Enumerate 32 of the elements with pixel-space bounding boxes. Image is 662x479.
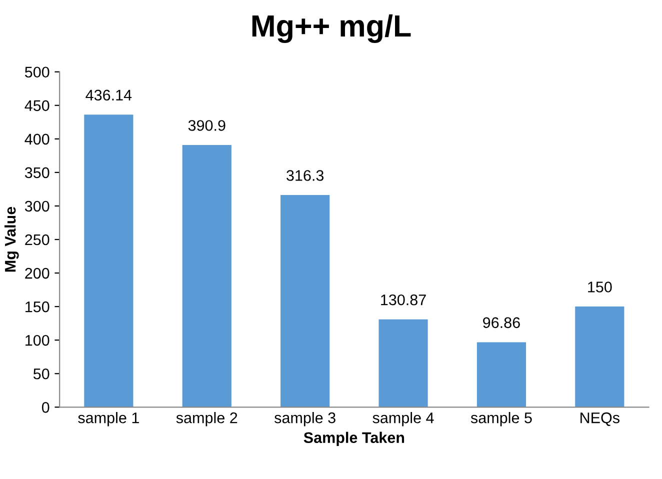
y-tick-label: 500 [24,66,50,78]
y-axis-title: Mg Value [4,206,19,272]
data-label: 316.3 [286,170,324,181]
x-tick-label: NEQs [580,412,620,426]
y-tick-label: 400 [24,134,50,145]
y-tick-label: 300 [24,200,50,212]
y-tick-label: 50 [33,368,50,380]
x-tick-label: sample 2 [176,412,238,426]
data-label: 150 [588,282,612,292]
bar [575,306,624,408]
bar [84,114,134,408]
x-tick-label: sample 3 [274,412,336,426]
data-label: 96.86 [483,317,520,328]
x-tick-label: sample 5 [470,412,532,426]
chart-title: Mg++ mg/L [252,14,411,43]
data-label: 130.87 [381,294,426,306]
x-tick-label: sample 4 [372,412,434,426]
x-tick-label: sample 1 [78,412,139,426]
bar [378,319,428,408]
bar [182,145,232,408]
y-tick-label: 350 [24,167,50,178]
y-tick-label: 100 [26,334,50,346]
bar [280,195,330,408]
x-axis-title: Sample Taken [304,432,404,446]
y-tick-label: 250 [25,234,50,246]
data-label: 390.9 [188,120,226,131]
y-tick-label: 200 [25,268,50,279]
y-tick-label: 150 [26,301,50,312]
bar [476,342,526,408]
y-tick-label: 450 [24,100,50,112]
data-label: 436.14 [86,90,132,101]
y-tick-label: 0 [42,402,50,413]
